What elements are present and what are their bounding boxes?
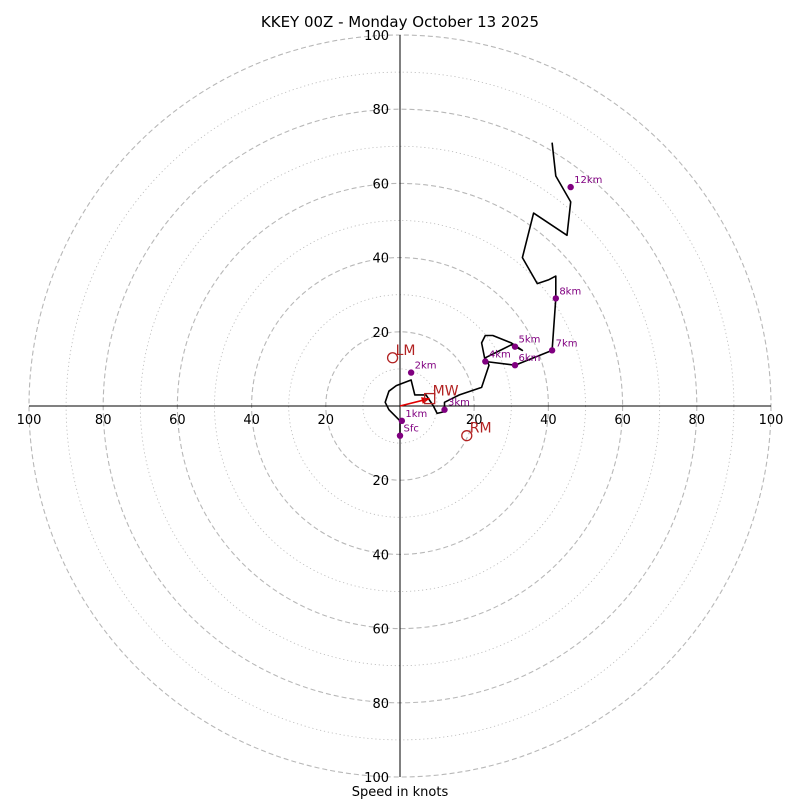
height-marker-dot (511, 361, 519, 369)
storm-motion-label: MW (433, 384, 459, 400)
tick-label-x-left: 40 (243, 413, 260, 428)
height-marker-dot (398, 417, 406, 425)
tick-label-x-left: 80 (95, 413, 112, 428)
tick-label-x-right: 80 (689, 413, 706, 428)
storm-motion-marker (386, 352, 399, 364)
tick-label-y-up: 80 (372, 103, 389, 118)
tick-label-y-up: 100 (364, 29, 389, 44)
tick-label-x-right: 40 (540, 413, 557, 428)
tick-labels: 20 20 20 20 40 40 40 40 60 60 60 60 80 80 80 80 100 100 10… (17, 29, 784, 786)
tick-label-y-up: 60 (372, 177, 389, 192)
height-marker-dot (511, 343, 519, 350)
height-marker-dot (482, 358, 489, 365)
tick-label-y-down: 20 (372, 474, 389, 489)
chart-title: KKEY 00Z - Monday October 13 2025 (261, 13, 539, 31)
tick-label-x-right: 60 (614, 413, 631, 428)
height-marker-dot (552, 295, 560, 302)
height-marker-label: 7km (556, 338, 578, 349)
height-marker-label: 2km (415, 361, 437, 372)
height-marker-dot (396, 432, 404, 439)
tick-label-x-right: 20 (466, 413, 483, 428)
x-axis-label: Speed in knots (352, 785, 449, 800)
storm-motion-label: LM (396, 343, 416, 359)
height-marker-label: 5km (519, 335, 541, 346)
tick-label-y-down: 100 (364, 771, 389, 786)
tick-label-x-right: 100 (759, 413, 784, 428)
storm-motion-marker (424, 392, 436, 405)
tick-label-y-down: 80 (372, 697, 389, 712)
height-marker-dot (441, 406, 448, 413)
height-marker-dot (407, 369, 415, 376)
height-marker-label: 3km (448, 398, 470, 409)
height-marker-dot (548, 347, 556, 354)
height-marker-label: 8km (559, 286, 581, 297)
storm-motion-markers: LM RM MW (386, 343, 492, 442)
tick-label-x-left: 60 (169, 413, 186, 428)
tick-label-x-left: 20 (318, 413, 335, 428)
tick-label-y-up: 20 (372, 326, 389, 341)
height-markers: Sfc 1km 2km 3km 4km 5km 6km 7km 8km 12km (396, 175, 602, 439)
height-marker-label: 6km (519, 353, 541, 364)
tick-label-y-up: 40 (372, 252, 389, 267)
tick-label-x-left: 100 (17, 413, 42, 428)
height-marker-label: 12km (574, 175, 602, 186)
storm-motion-label: RM (470, 421, 492, 437)
tick-label-y-down: 40 (372, 548, 389, 563)
height-marker-label: 1km (405, 409, 427, 420)
shear-vector-arrowhead (421, 397, 430, 404)
wind-trace-line (384, 142, 572, 436)
height-marker-dot (567, 183, 574, 191)
height-marker-label: 4km (489, 349, 511, 360)
storm-motion-marker (461, 430, 473, 442)
tick-label-y-down: 60 (372, 623, 389, 638)
wind-trace (384, 142, 572, 436)
height-marker-label: Sfc (404, 424, 419, 435)
